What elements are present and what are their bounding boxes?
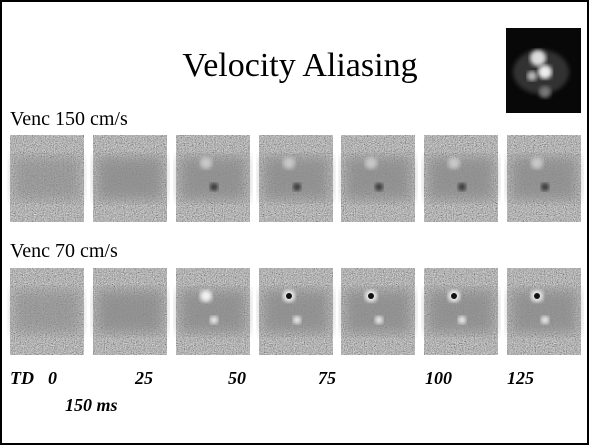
title: Velocity Aliasing bbox=[182, 47, 417, 84]
time-value: 150 ms bbox=[65, 395, 118, 415]
mri-frame bbox=[93, 268, 167, 355]
mri-frame bbox=[176, 268, 250, 355]
mri-frame bbox=[341, 135, 415, 222]
mri-frame bbox=[176, 135, 250, 222]
time-value: 125 bbox=[507, 368, 534, 388]
time-value: 0 bbox=[48, 368, 57, 388]
mri-frame bbox=[424, 135, 498, 222]
row-label: Venc 70 cm/s bbox=[10, 240, 118, 262]
time-value: 25 bbox=[134, 368, 153, 388]
mri-frame bbox=[507, 135, 581, 222]
row-label: Venc 150 cm/s bbox=[10, 108, 128, 130]
mri-frame bbox=[10, 268, 84, 355]
mri-frame bbox=[10, 135, 84, 222]
time-label: TD bbox=[10, 368, 34, 388]
mri-frame bbox=[341, 268, 415, 355]
mri-frame bbox=[507, 268, 581, 355]
mri-frame bbox=[259, 135, 333, 222]
time-value: 50 bbox=[228, 368, 246, 388]
thumbnail bbox=[506, 28, 581, 113]
mri-frame bbox=[424, 268, 498, 355]
mri-frame bbox=[259, 268, 333, 355]
time-value: 75 bbox=[318, 368, 336, 388]
time-value: 100 bbox=[425, 368, 452, 388]
mri-frame bbox=[93, 135, 167, 222]
